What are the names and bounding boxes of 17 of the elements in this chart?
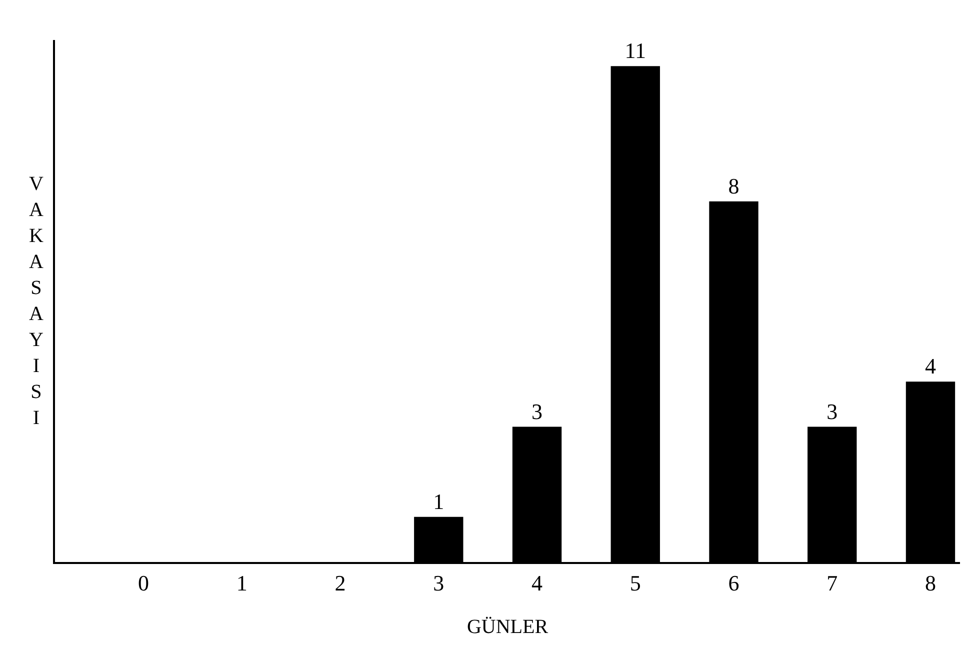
data-label: 3 — [826, 398, 838, 424]
x-tick-label: 2 — [334, 570, 346, 596]
data-label: 1 — [433, 488, 444, 514]
data-label: 4 — [924, 354, 936, 379]
x-tick-label: 4 — [532, 570, 543, 596]
x-tick-label: 5 — [630, 570, 641, 596]
text: VAKASAYISI — [29, 173, 44, 429]
x-tick-label: 8 — [924, 570, 936, 596]
x-tick-label: 1 — [236, 570, 248, 596]
data-label: 3 — [532, 398, 543, 424]
data-label: 11 — [624, 38, 646, 64]
data-label: 8 — [728, 173, 740, 198]
x-tick-label: 7 — [826, 570, 838, 596]
x-tick-label: 6 — [728, 570, 740, 596]
x-tick-label: 3 — [433, 570, 444, 596]
x-axis-title: GÜNLER — [466, 616, 549, 638]
x-tick-label: 0 — [138, 570, 150, 596]
